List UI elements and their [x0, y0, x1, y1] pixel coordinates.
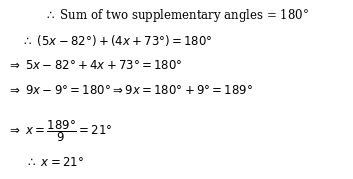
Text: $\Rightarrow\ 5x - 82° + 4x + 73° = 180°$: $\Rightarrow\ 5x - 82° + 4x + 73° = 180°… — [7, 59, 183, 72]
Text: $\Rightarrow\ 9x - 9° = 180° \Rightarrow 9x = 180° + 9° = 189°$: $\Rightarrow\ 9x - 9° = 180° \Rightarrow… — [7, 84, 253, 97]
Text: $\therefore$ Sum of two supplementary angles = 180°: $\therefore$ Sum of two supplementary an… — [44, 7, 309, 24]
Text: $\therefore\ (5x - 82°) + (4x + 73°) = 180°$: $\therefore\ (5x - 82°) + (4x + 73°) = 1… — [21, 33, 213, 48]
Text: $\Rightarrow\ x = \dfrac{189°}{9} = 21°$: $\Rightarrow\ x = \dfrac{189°}{9} = 21°$ — [7, 118, 113, 144]
Text: $\therefore\ x = 21°$: $\therefore\ x = 21°$ — [25, 156, 84, 169]
